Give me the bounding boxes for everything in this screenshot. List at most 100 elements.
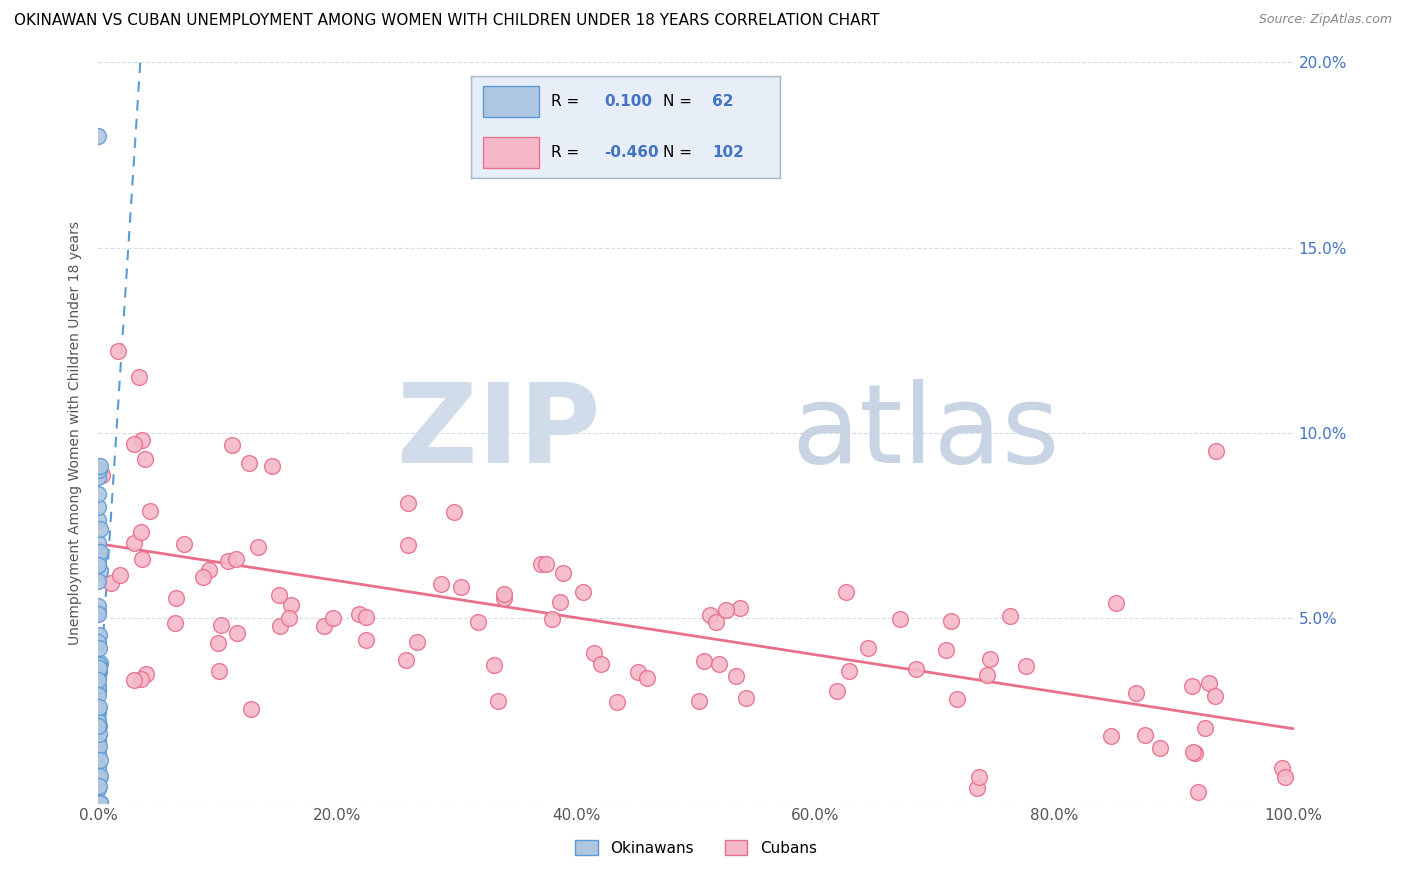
Point [572, 585, 595, 599]
Point [349, 607, 371, 621]
Point [1149, 741, 1171, 756]
Point [87, 759, 110, 773]
Point [548, 595, 571, 609]
Legend: Okinawans, Cubans: Okinawans, Cubans [569, 834, 823, 862]
Point [707, 657, 730, 671]
Point [443, 504, 465, 518]
Point [87, 599, 110, 614]
Point [108, 568, 131, 582]
Point [716, 602, 738, 616]
Point [904, 662, 927, 676]
Point [238, 456, 260, 470]
Point [87, 553, 110, 567]
Text: ZIP: ZIP [396, 379, 600, 486]
Point [239, 701, 262, 715]
Point [699, 608, 721, 623]
Point [704, 615, 727, 629]
Point [87, 558, 110, 573]
Point [1184, 746, 1206, 760]
Point [87, 558, 110, 573]
Point [396, 496, 419, 510]
Point [482, 657, 505, 672]
Point [889, 612, 911, 626]
Text: N =: N = [662, 94, 692, 109]
Point [1133, 729, 1156, 743]
Point [87, 739, 110, 753]
Point [129, 525, 152, 540]
Point [89, 771, 111, 785]
Point [165, 591, 187, 605]
Point [87, 731, 110, 746]
Point [100, 575, 122, 590]
Point [486, 694, 509, 708]
Point [87, 714, 110, 729]
Point [87, 706, 110, 720]
Point [396, 538, 419, 552]
Point [838, 664, 860, 678]
Point [322, 611, 344, 625]
Point [636, 671, 658, 685]
Point [87, 682, 110, 697]
Point [693, 654, 716, 668]
Point [91, 468, 114, 483]
Point [89, 780, 111, 794]
Point [128, 370, 150, 384]
Point [107, 344, 129, 359]
Point [89, 796, 111, 810]
Point [89, 544, 111, 558]
Point [688, 693, 710, 707]
Point [87, 664, 110, 678]
Point [1182, 745, 1205, 759]
Point [1198, 676, 1220, 690]
Point [394, 653, 416, 667]
Point [89, 462, 111, 476]
Point [87, 714, 110, 728]
Point [406, 635, 429, 649]
Y-axis label: Unemployment Among Women with Children Under 18 years: Unemployment Among Women with Children U… [69, 220, 83, 645]
Point [217, 554, 239, 568]
Point [89, 769, 111, 783]
Point [131, 433, 153, 447]
Point [1015, 659, 1038, 673]
Point [429, 577, 451, 591]
Point [87, 535, 110, 549]
Point [825, 684, 848, 698]
Point [87, 700, 110, 714]
Point [87, 702, 110, 716]
Point [262, 459, 284, 474]
Point [87, 657, 110, 672]
Point [946, 691, 969, 706]
Point [87, 661, 110, 675]
Point [1125, 686, 1147, 700]
Point [582, 646, 605, 660]
Point [87, 796, 110, 810]
Point [269, 619, 291, 633]
Point [87, 605, 110, 619]
Point [89, 640, 111, 655]
Text: 102: 102 [713, 145, 744, 161]
Point [89, 628, 111, 642]
Point [1205, 444, 1227, 458]
Text: -0.460: -0.460 [605, 145, 658, 161]
Point [979, 652, 1001, 666]
Point [1271, 761, 1294, 775]
Point [1194, 721, 1216, 735]
Point [530, 557, 553, 571]
Text: R =: R = [551, 145, 579, 161]
Point [89, 753, 111, 767]
Point [1204, 689, 1226, 703]
Point [269, 588, 291, 602]
Point [1099, 729, 1122, 743]
Point [606, 695, 628, 709]
Point [856, 640, 879, 655]
Point [87, 486, 110, 500]
Text: OKINAWAN VS CUBAN UNEMPLOYMENT AMONG WOMEN WITH CHILDREN UNDER 18 YEARS CORRELAT: OKINAWAN VS CUBAN UNEMPLOYMENT AMONG WOM… [14, 13, 879, 29]
Point [87, 688, 110, 702]
Point [124, 673, 146, 687]
Point [197, 563, 219, 577]
Point [89, 656, 111, 670]
Point [87, 661, 110, 675]
Point [1105, 596, 1128, 610]
Text: Source: ZipAtlas.com: Source: ZipAtlas.com [1258, 13, 1392, 27]
Point [209, 617, 232, 632]
